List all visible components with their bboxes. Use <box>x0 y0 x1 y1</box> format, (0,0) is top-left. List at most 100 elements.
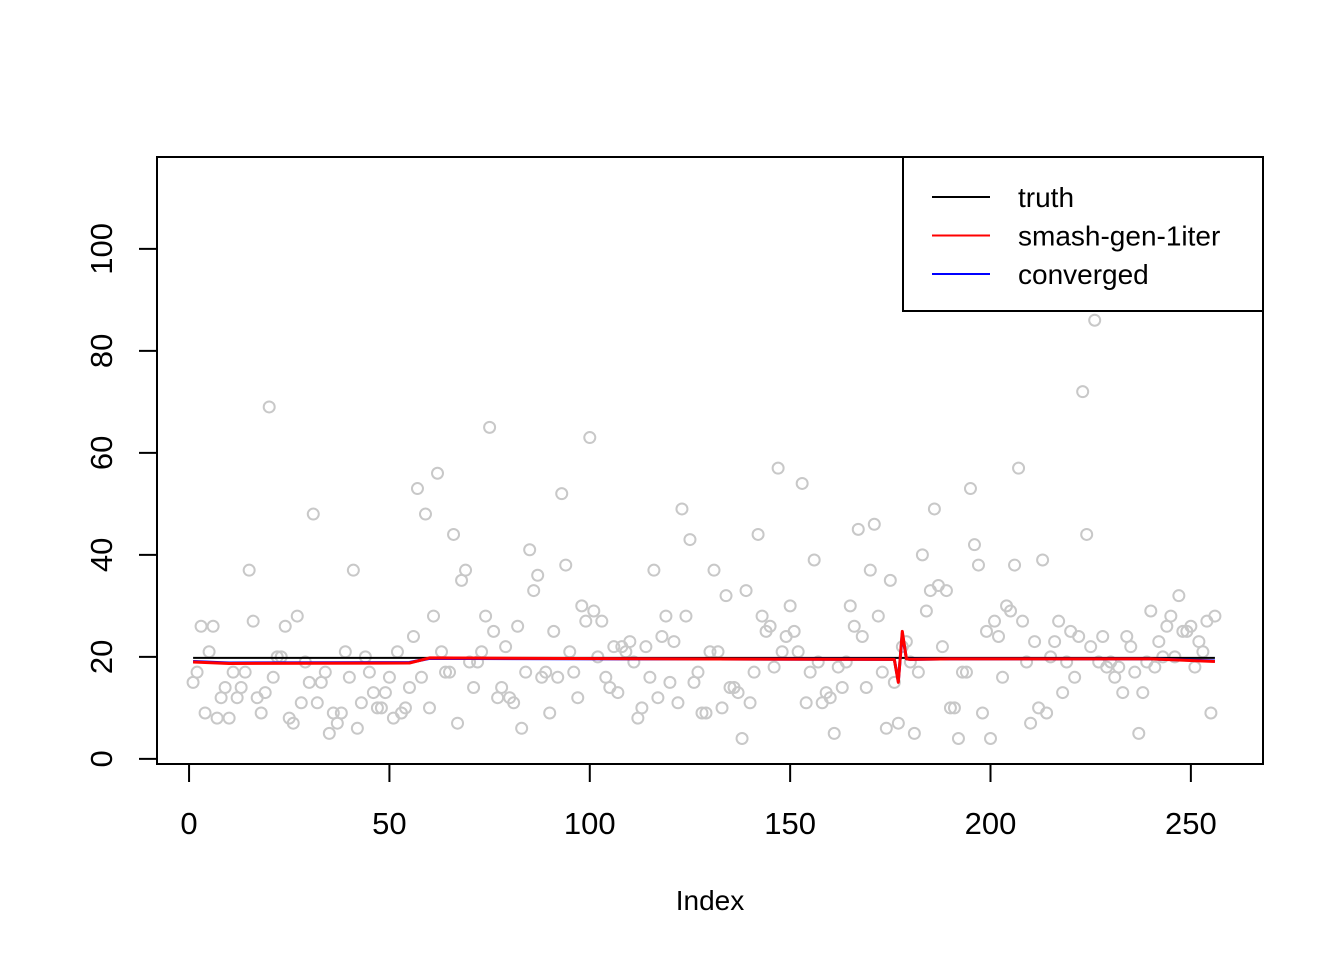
data-point <box>431 466 445 480</box>
data-point <box>322 726 336 740</box>
data-point <box>258 686 272 700</box>
data-point <box>1016 614 1030 628</box>
data-point <box>306 507 320 521</box>
data-point <box>719 589 733 603</box>
data-point <box>567 665 581 679</box>
data-point <box>1208 609 1222 623</box>
data-point <box>410 482 424 496</box>
data-point <box>787 624 801 638</box>
data-point <box>350 721 364 735</box>
data-point <box>775 645 789 659</box>
data-point <box>919 604 933 618</box>
data-point <box>835 680 849 694</box>
data-point <box>659 609 673 623</box>
y-tick-label: 60 <box>84 436 119 470</box>
data-point <box>551 670 565 684</box>
data-point <box>238 665 252 679</box>
data-point <box>887 675 901 689</box>
legend-label: truth <box>1018 182 1074 213</box>
data-point <box>1148 660 1162 674</box>
legend-label: converged <box>1018 259 1149 290</box>
data-point <box>523 543 537 557</box>
data-point <box>867 517 881 531</box>
data-point <box>1136 686 1150 700</box>
data-point <box>911 665 925 679</box>
data-point <box>210 711 224 725</box>
data-point <box>1200 614 1214 628</box>
data-point <box>527 584 541 598</box>
data-point <box>735 731 749 745</box>
data-point <box>218 680 232 694</box>
data-point <box>406 629 420 643</box>
data-point <box>1064 624 1078 638</box>
data-point <box>583 431 597 445</box>
data-point <box>1072 629 1086 643</box>
data-point <box>579 614 593 628</box>
data-point <box>1164 609 1178 623</box>
data-point <box>1012 461 1026 475</box>
data-point <box>959 665 973 679</box>
data-point <box>947 701 961 715</box>
data-point <box>511 619 525 633</box>
data-point <box>254 706 268 720</box>
x-axis-title: Index <box>676 885 745 916</box>
data-point <box>1204 706 1218 720</box>
data-point <box>1128 665 1142 679</box>
data-point <box>1032 701 1046 715</box>
data-point <box>418 507 432 521</box>
data-point <box>671 696 685 710</box>
data-point <box>190 665 204 679</box>
data-point <box>1048 635 1062 649</box>
data-point <box>443 665 457 679</box>
data-point <box>378 686 392 700</box>
y-tick-label: 0 <box>84 750 119 767</box>
data-point <box>1152 635 1166 649</box>
data-point <box>286 716 300 730</box>
data-point <box>1196 645 1210 659</box>
x-tick-label: 250 <box>1165 806 1217 841</box>
data-point <box>302 675 316 689</box>
data-point <box>1084 640 1098 654</box>
data-point <box>591 650 605 664</box>
data-point <box>707 563 721 577</box>
data-point <box>923 584 937 598</box>
data-point <box>1188 660 1202 674</box>
data-point <box>611 686 625 700</box>
data-point <box>346 563 360 577</box>
data-point <box>971 558 985 572</box>
data-point <box>250 691 264 705</box>
data-point <box>771 461 785 475</box>
data-point <box>563 645 577 659</box>
data-point <box>374 701 388 715</box>
data-point <box>571 691 585 705</box>
data-point <box>519 665 533 679</box>
data-point <box>675 502 689 516</box>
data-point <box>783 599 797 613</box>
x-tick-label: 150 <box>764 806 816 841</box>
data-point <box>827 726 841 740</box>
data-point <box>1056 686 1070 700</box>
data-point <box>290 609 304 623</box>
data-point <box>811 655 825 669</box>
data-point <box>955 665 969 679</box>
data-point <box>246 614 260 628</box>
data-point <box>843 599 857 613</box>
data-point <box>422 701 436 715</box>
data-point <box>370 701 384 715</box>
data-point <box>639 640 653 654</box>
data-point <box>951 731 965 745</box>
data-point <box>318 665 332 679</box>
data-point <box>515 721 529 735</box>
data-point <box>499 640 513 654</box>
series-lines <box>193 629 1215 684</box>
legend-label: smash-gen-1iter <box>1018 221 1220 252</box>
data-point <box>575 599 589 613</box>
data-point <box>931 578 945 592</box>
data-point <box>851 522 865 536</box>
data-point <box>483 420 497 434</box>
data-point <box>691 665 705 679</box>
data-point <box>475 645 489 659</box>
x-tick-label: 50 <box>372 806 406 841</box>
data-point <box>795 476 809 490</box>
data-point <box>855 629 869 643</box>
